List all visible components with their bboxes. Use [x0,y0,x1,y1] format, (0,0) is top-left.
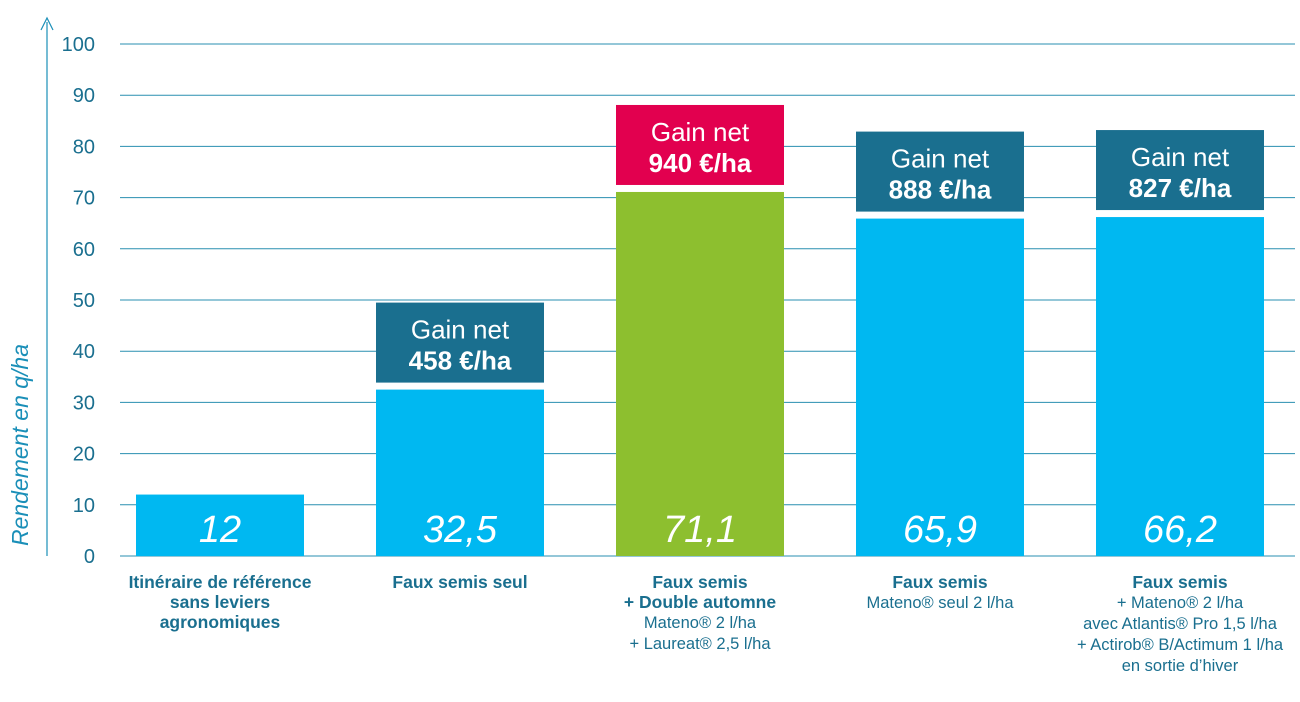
y-axis: Rendement en q/ha 0 10 20 30 40 50 60 70 80 90 100 [7,16,95,568]
y-tick-label: 40 [73,341,95,363]
gain-value: 458 €/ha [409,346,512,376]
y-tick-label: 50 [73,290,95,312]
category-label: agronomiques [160,612,281,632]
category-label: en sortie d’hiver [1122,657,1239,675]
category-label: + Mateno® 2 l/ha [1117,594,1244,612]
y-tick-label: 100 [62,34,95,56]
category-label: avec Atlantis® Pro 1,5 l/ha [1083,615,1278,633]
bars [136,104,1264,557]
y-tick-label: 80 [73,136,95,158]
category-label: Faux semis [1132,572,1228,592]
y-axis-arrow-icon [40,16,54,31]
bar-value-label: 32,5 [423,509,498,551]
gain-label: Gain net [1131,142,1230,172]
category-label: + Actirob® B/Actimum 1 l/ha [1077,636,1284,654]
y-tick-label: 70 [73,188,95,210]
gain-label: Gain net [411,315,510,345]
gain-value: 827 €/ha [1129,173,1232,203]
gain-label: Gain net [891,144,990,174]
y-tick-label: 10 [73,495,95,517]
gain-value: 888 €/ha [889,175,992,205]
category-label: + Laureat® 2,5 l/ha [629,635,771,653]
bar [1096,217,1264,556]
y-tick-label: 90 [73,85,95,107]
bar [616,191,784,556]
bar [856,218,1024,557]
gain-label: Gain net [651,117,750,147]
category-label: Mateno® seul 2 l/ha [867,594,1015,612]
y-axis-title: Rendement en q/ha [7,344,33,546]
category-label: Itinéraire de référence [129,572,312,592]
category-label: sans leviers [170,592,270,612]
gain-box [616,104,784,185]
gain-box [1096,130,1264,211]
y-tick-label: 60 [73,239,95,261]
bar [136,494,304,556]
gain-box [856,131,1024,212]
category-label: Faux semis [652,572,748,592]
category-label: Mateno® 2 l/ha [644,614,757,632]
category-label: Faux semis seul [392,572,527,592]
bar [376,389,544,556]
category-label: + Double automne [624,592,776,612]
gain-value: 940 €/ha [649,148,752,178]
y-tick-label: 30 [73,392,95,414]
gain-box [376,302,544,383]
bar-value-label: 66,2 [1143,509,1217,551]
y-tick-label: 20 [73,444,95,466]
bar-value-label: 65,9 [903,509,977,551]
category-label: Faux semis [892,572,988,592]
bar-value-label: 71,1 [663,509,737,551]
y-tick-label: 0 [84,546,95,568]
bar-value-label: 12 [199,509,241,551]
